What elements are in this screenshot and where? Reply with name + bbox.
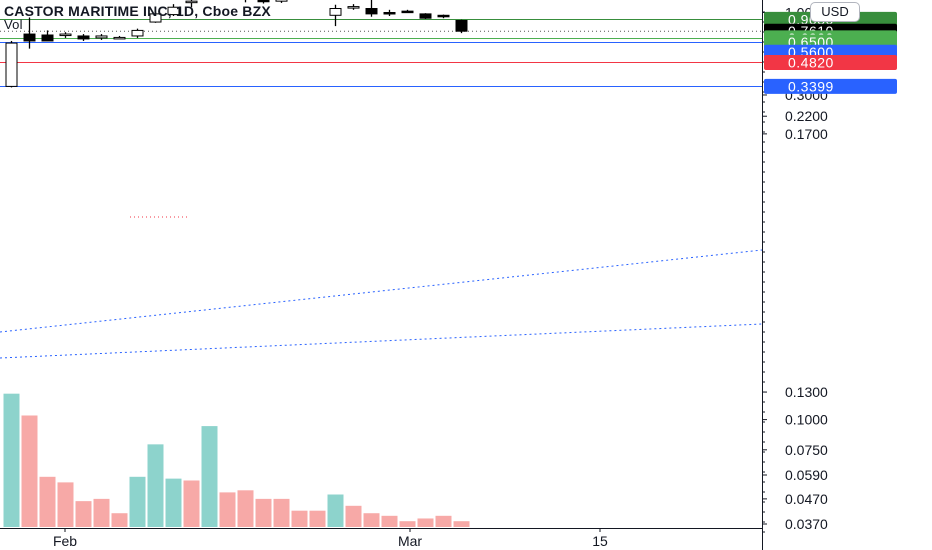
price-tick-label: 0.1700 xyxy=(785,126,828,142)
volume-bar xyxy=(147,444,164,527)
volume-bar xyxy=(165,478,182,527)
candle xyxy=(347,4,360,10)
price-label-text: 0.3399 xyxy=(788,78,834,94)
candle xyxy=(77,34,90,41)
candle-body-down xyxy=(401,10,414,14)
candle-body-down xyxy=(41,34,54,42)
candle xyxy=(329,4,342,27)
volume-tick-label: 0.0750 xyxy=(785,442,828,458)
candle xyxy=(244,0,247,3)
volume-bar xyxy=(237,490,254,527)
volume-bar xyxy=(75,501,92,527)
candle-body-up xyxy=(95,35,108,39)
volume-bar xyxy=(453,521,470,527)
candle xyxy=(365,0,378,17)
candle-body-down xyxy=(455,19,468,32)
volume-bar xyxy=(399,521,416,527)
candle-body-up xyxy=(149,13,162,23)
candle xyxy=(383,9,396,17)
volume-bar xyxy=(417,518,434,527)
candle xyxy=(257,0,270,4)
volume-bar xyxy=(381,515,398,527)
time-axis: Feb Mar 15 xyxy=(0,528,762,549)
price-label-box xyxy=(764,54,897,70)
volume-bar xyxy=(291,510,308,527)
candle-body-up xyxy=(113,36,126,40)
candle xyxy=(5,40,18,88)
price-label-text: 0.4820 xyxy=(788,54,834,70)
volume-bar xyxy=(309,510,326,527)
candle xyxy=(167,4,180,17)
time-tick-label: 15 xyxy=(592,533,608,549)
time-tick-label: Mar xyxy=(398,533,422,549)
volume-bar xyxy=(183,480,200,527)
volume-bar xyxy=(57,482,74,527)
volume-label: Vol xyxy=(4,17,23,32)
volume-tick-label: 0.0470 xyxy=(785,491,828,507)
time-tick-label: Feb xyxy=(53,533,77,549)
volume-bar xyxy=(111,513,128,527)
volume-bar xyxy=(327,494,344,527)
volume-bar xyxy=(21,415,38,527)
volume-bar xyxy=(39,476,56,527)
candle-body-down xyxy=(257,0,270,3)
candle xyxy=(149,11,162,23)
candle xyxy=(437,14,450,19)
volume-bar xyxy=(201,426,218,527)
candle-body-up xyxy=(59,33,72,37)
volume-bar xyxy=(345,505,362,527)
candle-body-down xyxy=(383,12,396,15)
candle xyxy=(419,13,432,19)
candle-body-down xyxy=(23,33,36,42)
candle-body-down xyxy=(419,13,432,19)
candle xyxy=(113,35,126,40)
candle xyxy=(23,17,36,49)
volume-bars xyxy=(3,393,470,527)
volume-bar xyxy=(435,515,452,527)
candle xyxy=(131,28,144,38)
candle-body-up xyxy=(347,6,360,9)
volume-bar xyxy=(273,498,290,527)
candle xyxy=(59,32,72,38)
candle-body-down xyxy=(365,8,378,15)
candle xyxy=(95,34,108,40)
volume-bar xyxy=(3,393,20,527)
volume-tick-label: 0.1000 xyxy=(785,412,828,428)
candle-body-up xyxy=(329,8,342,16)
price-tick-label: 0.2200 xyxy=(785,108,828,124)
candle-body-down xyxy=(437,14,450,18)
horizontal-lines xyxy=(0,19,763,359)
volume-bar xyxy=(129,476,146,527)
volume-tick-label: 0.0590 xyxy=(785,467,828,483)
candle xyxy=(455,19,468,34)
trendline-lower xyxy=(0,323,763,359)
volume-bar xyxy=(255,498,272,527)
candle xyxy=(185,0,198,8)
candle-body-up xyxy=(131,29,144,37)
currency-button[interactable]: USD xyxy=(810,2,860,22)
chart-title: CASTOR MARITIME INC, 1D, Cboe BZX xyxy=(4,3,271,19)
volume-tick-label: 0.0370 xyxy=(785,516,828,532)
candle xyxy=(401,9,414,14)
candle-body-up xyxy=(167,6,180,16)
volume-tick-label: 0.1300 xyxy=(785,384,828,400)
candle-body-up xyxy=(185,0,198,4)
volume-bar xyxy=(219,492,236,527)
candle-body-up xyxy=(5,42,18,87)
candle xyxy=(41,30,54,42)
candles xyxy=(5,0,468,88)
candle xyxy=(275,0,288,3)
price-label: 0.4820 xyxy=(764,54,897,70)
trendline-upper xyxy=(0,249,763,333)
price-label: 0.3399 xyxy=(764,78,897,94)
volume-bar xyxy=(93,498,110,527)
price-label-box xyxy=(764,78,897,94)
volume-bar xyxy=(363,513,380,527)
candle-body-down xyxy=(77,35,90,40)
candle-body-up xyxy=(275,0,288,2)
price-tick-label: 1.3000 xyxy=(785,0,828,3)
